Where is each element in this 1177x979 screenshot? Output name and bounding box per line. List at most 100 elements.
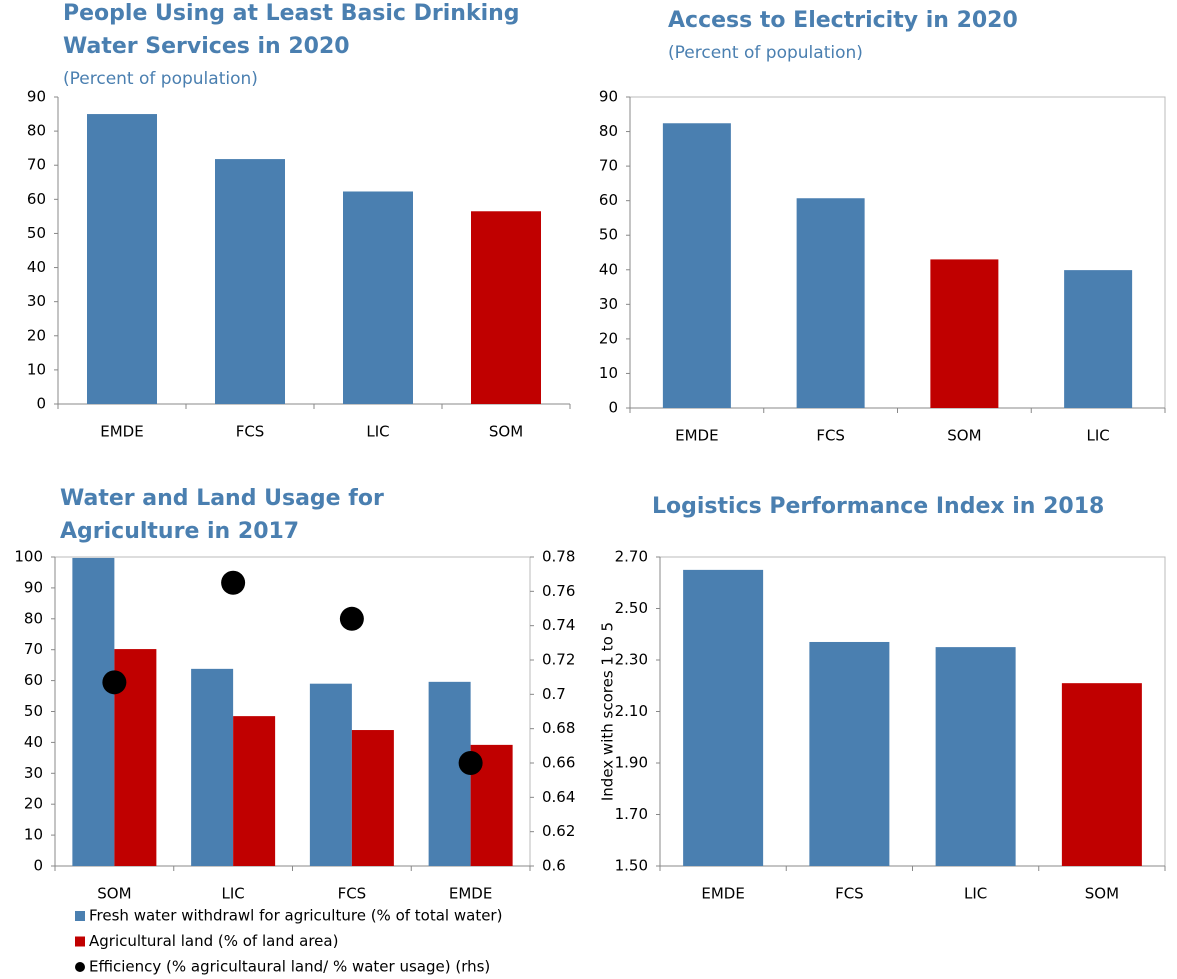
y2-tick-label: 0.6 — [542, 857, 566, 875]
y-tick-label: 2.30 — [615, 651, 648, 669]
bar — [935, 647, 1016, 866]
chart-title: Water Services in 2020 — [63, 34, 350, 59]
x-tick-label: SOM — [1085, 885, 1119, 903]
y-tick-label: 40 — [24, 733, 43, 751]
y-tick-label: 10 — [24, 826, 43, 844]
bar — [1061, 683, 1142, 866]
bar — [343, 191, 413, 404]
y-tick-label: 50 — [27, 224, 46, 242]
chart-subtitle: (Percent of population) — [668, 43, 863, 63]
x-tick-label: LIC — [221, 885, 244, 903]
y-tick-label: 40 — [599, 260, 618, 278]
y-tick-label: 40 — [27, 258, 46, 276]
x-tick-label: SOM — [489, 423, 523, 441]
chart-title: People Using at Least Basic Drinking — [63, 1, 520, 26]
scatter-point — [221, 570, 246, 595]
y2-tick-label: 0.72 — [542, 651, 575, 669]
chart-title: Agriculture in 2017 — [60, 519, 299, 544]
y-tick-label: 80 — [27, 122, 46, 140]
x-tick-label: FCS — [236, 423, 265, 441]
y-tick-label: 2.10 — [615, 702, 648, 720]
y-tick-label: 2.70 — [615, 548, 648, 566]
y-tick-label: 50 — [24, 702, 43, 720]
x-tick-label: SOM — [947, 427, 981, 445]
legend-swatch — [75, 911, 85, 921]
scatter-point — [339, 606, 364, 631]
chart-title: Water and Land Usage for — [60, 486, 384, 511]
y-tick-label: 1.50 — [615, 857, 648, 875]
x-tick-label: LIC — [1086, 427, 1109, 445]
y-axis-label: Index with scores 1 to 5 — [599, 622, 617, 801]
y2-tick-label: 0.7 — [542, 685, 566, 703]
y-tick-label: 80 — [24, 609, 43, 627]
chart-subtitle: (Percent of population) — [63, 69, 258, 89]
y-tick-label: 0 — [33, 857, 43, 875]
y-tick-label: 60 — [24, 671, 43, 689]
y-tick-label: 1.70 — [615, 805, 648, 823]
y-tick-label: 10 — [599, 364, 618, 382]
scatter-point — [458, 751, 483, 775]
y-tick-label: 90 — [27, 88, 46, 106]
y-tick-label: 1.90 — [615, 754, 648, 772]
y-tick-label: 30 — [24, 764, 43, 782]
bar — [351, 730, 394, 866]
y-tick-label: 30 — [27, 292, 46, 310]
bar — [809, 641, 890, 866]
bar — [309, 683, 352, 866]
bar — [683, 569, 764, 866]
legend-label: Agricultural land (% of land area) — [89, 932, 338, 950]
bar — [233, 716, 276, 866]
legend-label: Fresh water withdrawl for agriculture (%… — [89, 907, 502, 925]
scatter-point — [102, 670, 127, 695]
x-tick-label: EMDE — [701, 885, 744, 903]
y2-tick-label: 0.76 — [542, 582, 575, 600]
y2-tick-label: 0.62 — [542, 822, 575, 840]
x-tick-label: EMDE — [100, 423, 143, 441]
y-tick-label: 70 — [599, 157, 618, 175]
y-tick-label: 90 — [24, 578, 43, 596]
x-tick-label: LIC — [366, 423, 389, 441]
y-tick-label: 10 — [27, 360, 46, 378]
legend-swatch — [75, 936, 85, 947]
x-tick-label: LIC — [964, 885, 987, 903]
y-tick-label: 20 — [599, 329, 618, 347]
y2-tick-label: 0.68 — [542, 719, 575, 737]
bar — [215, 159, 285, 404]
bar — [72, 557, 115, 866]
x-tick-label: EMDE — [675, 427, 718, 445]
legend-marker — [75, 962, 85, 972]
y-tick-label: 0 — [608, 399, 618, 417]
x-tick-label: FCS — [835, 885, 864, 903]
y-tick-label: 0 — [36, 395, 46, 413]
y-tick-label: 20 — [27, 326, 46, 344]
y-tick-label: 70 — [27, 156, 46, 174]
legend-label: Efficiency (% agricultaural land/ % wate… — [89, 958, 490, 976]
bar — [87, 114, 157, 405]
y-tick-label: 2.50 — [615, 599, 648, 617]
y2-tick-label: 0.66 — [542, 754, 575, 772]
bar — [930, 259, 999, 408]
chart-title: Logistics Performance Index in 2018 — [652, 494, 1104, 519]
y-tick-label: 100 — [14, 548, 43, 566]
y-tick-label: 50 — [599, 226, 618, 244]
chart-title: Access to Electricity in 2020 — [668, 8, 1018, 33]
y-tick-label: 60 — [27, 190, 46, 208]
y2-tick-label: 0.78 — [542, 548, 575, 566]
y-tick-label: 90 — [599, 88, 618, 106]
y2-tick-label: 0.64 — [542, 788, 575, 806]
bar — [428, 681, 471, 866]
y-tick-label: 20 — [24, 795, 43, 813]
bar — [796, 198, 865, 408]
x-tick-label: FCS — [338, 885, 367, 903]
y-tick-label: 60 — [599, 191, 618, 209]
y2-tick-label: 0.74 — [542, 616, 575, 634]
bar — [191, 668, 234, 866]
y-tick-label: 80 — [599, 122, 618, 140]
bar — [662, 123, 731, 409]
y-tick-label: 70 — [24, 640, 43, 658]
bar — [1064, 270, 1133, 408]
x-tick-label: EMDE — [449, 885, 492, 903]
bar — [471, 211, 541, 404]
x-tick-label: SOM — [97, 885, 131, 903]
